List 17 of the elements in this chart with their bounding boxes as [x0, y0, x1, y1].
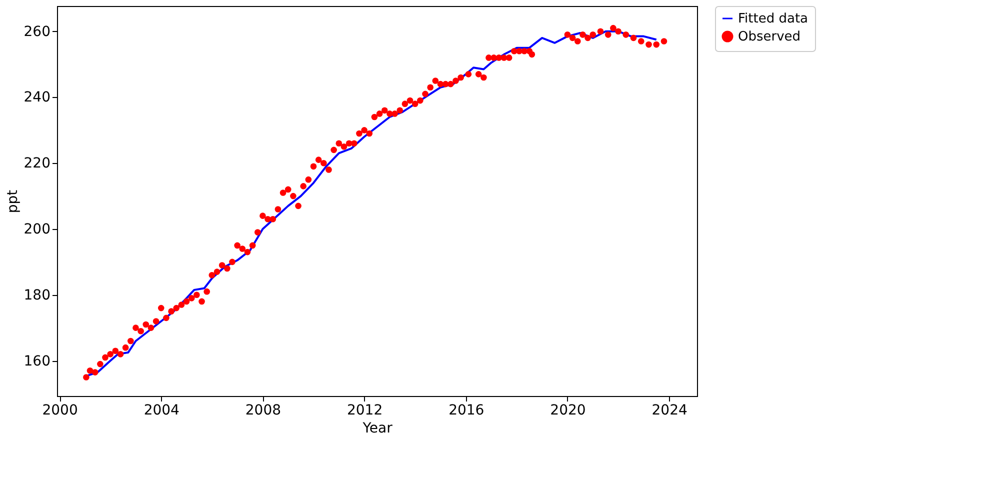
- y-axis-title: ppt: [4, 189, 21, 214]
- y-tick-label: 180: [24, 287, 50, 304]
- x-tick-label: 2016: [448, 402, 484, 418]
- y-tick-label: 220: [24, 156, 50, 172]
- x-tick-label: 2020: [550, 402, 586, 418]
- x-tick-label: 2004: [144, 402, 180, 418]
- legend-label: Observed: [738, 30, 801, 44]
- y-tick-label: 240: [24, 90, 50, 106]
- y-tick-label: 160: [24, 353, 50, 370]
- x-tick-label: 2008: [245, 402, 282, 418]
- x-tick-label: 2024: [652, 402, 688, 418]
- y-tick-label: 260: [24, 24, 50, 40]
- x-axis-title: Year: [362, 420, 393, 436]
- y-tick-label: 200: [24, 222, 50, 238]
- x-tick-label: 2012: [346, 402, 383, 418]
- legend-label: Fitted data: [738, 12, 808, 26]
- x-tick-label: 2000: [42, 402, 78, 418]
